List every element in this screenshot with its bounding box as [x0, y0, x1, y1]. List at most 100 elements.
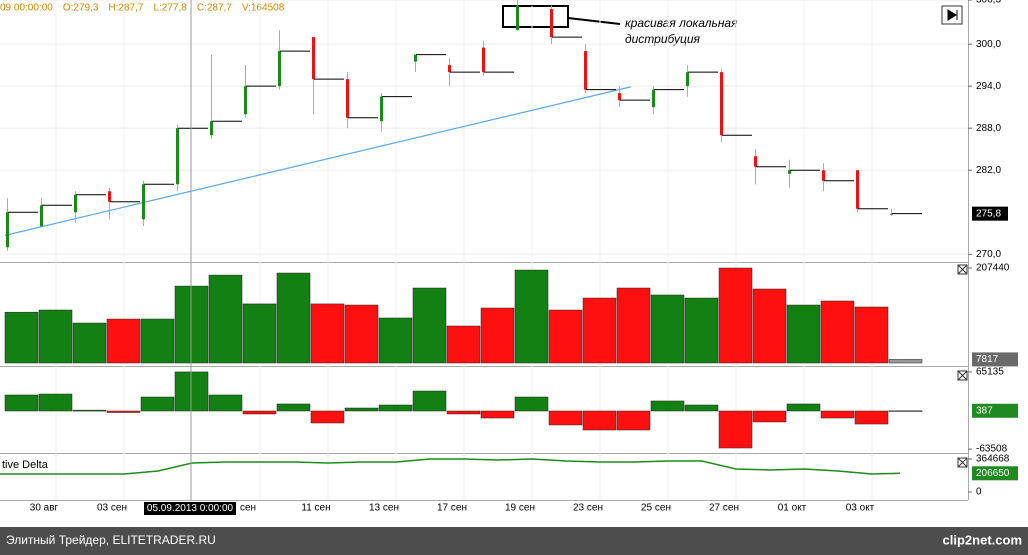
last-value-label: 206650: [976, 468, 1010, 479]
candle-body: [652, 89, 655, 108]
bar: [888, 410, 923, 413]
y-tick-label: 282,0: [976, 165, 1001, 176]
candle-body: [312, 37, 315, 80]
bar: [242, 303, 277, 364]
candle-body: [516, 5, 519, 31]
bar: [548, 309, 583, 364]
bar: [820, 410, 855, 419]
bar: [752, 288, 787, 364]
header-value: H:287,7: [108, 3, 143, 14]
candle-body: [448, 65, 451, 73]
last-value-box: [972, 206, 1008, 221]
panel-title: tive Delta: [2, 459, 49, 471]
y-tick-label: 306,3: [976, 0, 1001, 6]
candle-body: [6, 212, 9, 248]
y-tick-label: 65135: [976, 367, 1004, 378]
footer-bar: [0, 527, 1028, 555]
candle-body: [210, 121, 213, 136]
candle-body: [754, 156, 757, 167]
bar: [344, 304, 379, 364]
bar: [106, 318, 141, 364]
bar: [276, 403, 311, 412]
header-value: O:279,3: [63, 3, 99, 14]
bar: [38, 393, 73, 412]
bar: [820, 300, 855, 364]
bar: [4, 311, 39, 364]
y-tick-label: 207440: [976, 263, 1010, 274]
close-x: [957, 457, 968, 468]
footer-brand: clip2net.com: [943, 532, 1022, 547]
bar: [514, 396, 549, 412]
y-tick-label: 300,0: [976, 39, 1001, 50]
close-x: [957, 264, 968, 275]
crosshair-label: 05.09.2013 0:00:00: [147, 503, 234, 514]
bar: [718, 267, 753, 364]
x-tick-label: 30 авг: [30, 503, 59, 514]
candle-body: [890, 213, 893, 216]
bar: [616, 287, 651, 364]
bar: [208, 274, 243, 364]
bar: [378, 404, 413, 412]
x-tick-label: 17 сен: [437, 503, 467, 514]
bar: [786, 304, 821, 364]
bar: [514, 269, 549, 364]
y-tick-label: 288,0: [976, 123, 1001, 134]
last-value-label: 275,8: [976, 208, 1001, 219]
last-value-label: 7817: [976, 354, 999, 365]
y-tick-label: 0: [976, 487, 982, 498]
close-x: [957, 370, 968, 381]
bar: [140, 396, 175, 412]
candle-body: [550, 9, 553, 38]
bar: [888, 359, 923, 364]
candle-body: [74, 194, 77, 213]
bar: [684, 297, 719, 364]
y-tick-label: 364668: [976, 454, 1010, 465]
bar: [276, 272, 311, 364]
y-tick-label: 294,0: [976, 81, 1001, 92]
bar: [752, 410, 787, 423]
bar: [310, 410, 345, 424]
bar: [4, 394, 39, 412]
last-value-box: [972, 403, 1018, 418]
header-value: 09 00:00:00: [0, 3, 53, 14]
x-tick-label: 25 сен: [641, 503, 671, 514]
x-tick-label: 27 сен: [709, 503, 739, 514]
candle-body: [244, 86, 247, 115]
bar: [786, 403, 821, 412]
bar: [650, 400, 685, 412]
bar: [446, 325, 481, 364]
candle-body: [584, 51, 587, 90]
close-icons: [957, 264, 968, 468]
bar: [106, 410, 141, 413]
bar: [480, 307, 515, 364]
bar: [140, 318, 175, 364]
last-value-box: [972, 466, 1018, 481]
bar: [548, 410, 583, 426]
x-tick-label: сен: [240, 503, 256, 514]
candle-body: [142, 184, 145, 220]
candle-body: [108, 191, 111, 202]
x-tick-label: 19 сен: [505, 503, 535, 514]
footer-text: Элитный Трейдер, ELITETRADER.RU: [6, 533, 216, 547]
x-tick-label: 13 сен: [369, 503, 399, 514]
x-tick-label: 03 окт: [846, 503, 875, 514]
bar: [72, 322, 107, 364]
candle-body: [380, 96, 383, 122]
candle-body: [346, 79, 349, 118]
bar: [344, 407, 379, 412]
candle-body: [720, 72, 723, 136]
candle-body: [414, 54, 417, 62]
x-tick-label: 23 сен: [573, 503, 603, 514]
annotation-text: красивая локальная: [625, 16, 738, 30]
candle-body: [278, 51, 281, 87]
header-value: L:277,8: [153, 3, 187, 14]
x-tick-label: 01 окт: [778, 503, 807, 514]
header-value: V:164508: [242, 3, 285, 14]
bar: [412, 390, 447, 412]
bar: [446, 410, 481, 415]
candle-body: [176, 128, 179, 185]
candle-body: [40, 205, 43, 227]
y-tick-label: 270,0: [976, 249, 1001, 260]
bar: [242, 410, 277, 415]
